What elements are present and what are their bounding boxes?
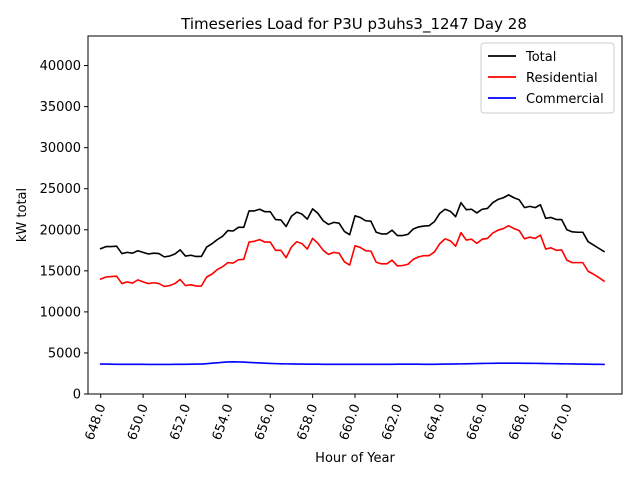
y-tick-label: 15000 [40,264,81,279]
y-tick-label: 20000 [40,223,81,238]
series-line-total [99,194,606,258]
y-tick-label: 25000 [40,182,81,197]
series-layer [99,194,606,366]
legend-box [480,42,615,114]
y-tick-label: 30000 [40,141,81,156]
legend: Total Residential Commercial [480,42,615,114]
y-tick-label: 0 [73,388,81,403]
legend-label-commercial: Commercial [526,92,604,107]
plot-area [99,194,606,366]
series-line-commercial [99,361,605,366]
series-line-residential [99,224,606,288]
y-tick-label: 10000 [40,305,81,320]
legend-label-residential: Residential [526,71,598,86]
y-tick-label: 35000 [40,100,81,115]
legend-label-total: Total [525,50,556,65]
x-axis-title: Hour of Year [315,451,395,466]
chart-title: Timeseries Load for P3U p3uhs3_1247 Day … [180,15,527,34]
y-tick-label: 5000 [48,346,81,361]
y-axis-title: kW total [15,188,30,242]
y-axis: 0 5000 10000 15000 20000 25000 30000 35000 40000 [40,59,88,403]
y-tick-label: 40000 [40,59,81,74]
